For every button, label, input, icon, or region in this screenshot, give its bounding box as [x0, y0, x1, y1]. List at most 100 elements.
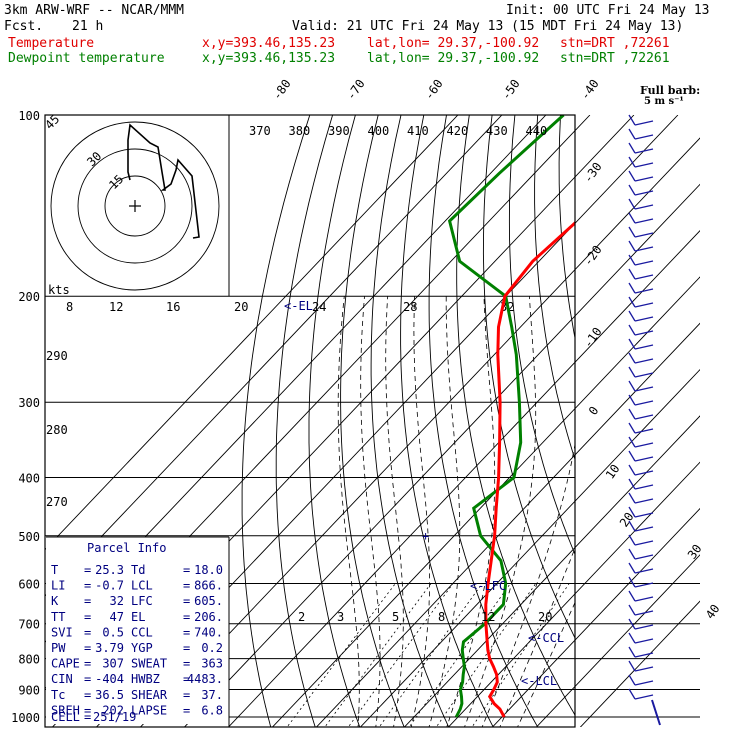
parcel-info-equals: = — [183, 641, 190, 655]
wind-barb — [628, 338, 636, 350]
parcel-info-value: -0.7 — [95, 579, 124, 593]
mixing-ratio-line — [435, 583, 537, 727]
parcel-info-equals: = — [84, 610, 91, 624]
dewpoint-legend-label: Dewpoint temperature — [8, 51, 165, 66]
parcel-info-label: EL — [131, 610, 145, 624]
wind-barb — [628, 464, 636, 476]
wind-barb — [634, 512, 654, 518]
pressure-tick-label: 1000 — [11, 711, 40, 725]
pressure-tick-label: 900 — [18, 683, 40, 697]
plot-frame — [44, 114, 576, 728]
wind-barb — [628, 296, 636, 308]
wind-barb — [628, 380, 636, 392]
parcel-info-value: 4483. — [187, 672, 223, 686]
isotherm-line — [491, 507, 700, 727]
wind-barb — [628, 394, 636, 406]
wind-barb — [634, 442, 654, 448]
init-time: Init: 00 UTC Fri 24 May 13 — [506, 3, 710, 18]
barb-legend-title: Full barb: — [640, 84, 700, 97]
parcel-info-equals: = — [183, 657, 190, 671]
isotherm-line — [227, 230, 700, 727]
parcel-info-equals: = — [183, 625, 190, 639]
dewpoint-latlon: lat,lon= 29.37,-100.92 — [367, 51, 540, 66]
theta-label: 390 — [328, 124, 350, 138]
pressure-tick-label: 400 — [18, 471, 40, 485]
wind-barb — [634, 148, 654, 154]
fcst-label: Fcst. — [4, 19, 44, 34]
wind-barb — [634, 414, 654, 420]
wind-barb — [634, 218, 654, 224]
pressure-tick-label: 600 — [18, 577, 40, 591]
parcel-info-label: SVI — [51, 625, 73, 639]
parcel-info-value: 37. — [201, 688, 223, 702]
parcel-info-label: CIN — [51, 672, 73, 686]
temperature-legend-label: Temperature — [8, 36, 95, 51]
wind-barb — [634, 302, 654, 308]
parcel-info-value: 0.5 — [102, 625, 124, 639]
wind-barb — [634, 666, 654, 672]
mixing-ratio-label: 2 — [298, 610, 305, 624]
isotherm-line — [45, 115, 459, 551]
theta-label: 400 — [368, 124, 390, 138]
wind-barb — [628, 114, 636, 126]
wind-barb — [628, 478, 636, 490]
wind-barb — [628, 352, 636, 364]
hodograph-ring-label: 30 — [84, 149, 104, 169]
wind-barb — [634, 638, 654, 644]
wind-barb — [628, 282, 636, 294]
parcel-info-equals: = — [84, 563, 91, 577]
wind-barb — [628, 268, 636, 280]
wind-barb — [634, 274, 654, 280]
parcel-info-label: LI — [51, 579, 65, 593]
parcel-info-label: PW — [51, 641, 66, 655]
valid-time: Valid: 21 UTC Fri 24 May 13 (15 MDT Fri … — [292, 19, 684, 34]
parcel-info-value: 363 — [201, 657, 223, 671]
dry-adiabat — [370, 115, 450, 727]
parcel-info-value: 605. — [194, 594, 223, 608]
parcel-info-equals: = — [84, 703, 91, 717]
parcel-info-title: Parcel Info — [87, 541, 166, 555]
pressure-tick-label: 800 — [18, 653, 40, 667]
parcel-info-value: 202 — [102, 703, 124, 717]
left-theta-label: 280 — [46, 423, 68, 437]
isotherm-line — [45, 115, 503, 597]
isotherm-label: 40 — [703, 602, 723, 622]
wind-barb — [634, 316, 654, 322]
theta-label: 370 — [249, 124, 271, 138]
parcel-info-equals: = — [84, 641, 91, 655]
parcel-info-value: 866. — [194, 579, 223, 593]
wind-barb — [628, 254, 636, 266]
hodograph-ring — [104, 175, 166, 237]
wind-barb — [634, 386, 654, 392]
parcel-info-cell-label: CELL — [51, 710, 80, 724]
wind-barb — [628, 226, 636, 238]
wind-barb — [628, 170, 636, 182]
hodograph-ring — [77, 148, 193, 264]
moist-adiabat — [385, 296, 404, 727]
wind-barb — [634, 344, 654, 350]
isotherm-label: -60 — [422, 77, 446, 103]
wind-barb — [628, 156, 636, 168]
wind-barb — [628, 562, 636, 574]
hodograph-trace — [127, 123, 200, 239]
wind-barb — [634, 176, 654, 182]
parcel-info-label: TT — [51, 610, 65, 624]
dewpoint-profile — [447, 115, 565, 718]
wind-barb — [634, 162, 654, 168]
wind-barb — [628, 450, 636, 462]
wind-barb — [634, 540, 654, 546]
parcel-info-box — [46, 537, 229, 724]
parcel-info-label: YGP — [131, 641, 153, 655]
parcel-info-equals: = — [183, 610, 190, 624]
parcel-info-value: 3.79 — [95, 641, 124, 655]
mixing-ratio-line — [408, 583, 511, 727]
wind-barb — [634, 204, 654, 210]
marker-el-dot: + — [422, 529, 429, 543]
parcel-info-label: LFC — [131, 594, 153, 608]
parcel-info-equals: = — [84, 672, 91, 686]
parcel-info-equals: = — [84, 625, 91, 639]
wind-barb — [628, 632, 636, 644]
moist-adiabat — [499, 546, 575, 727]
left-theta-label: 270 — [46, 495, 68, 509]
wind-barb — [634, 526, 654, 532]
